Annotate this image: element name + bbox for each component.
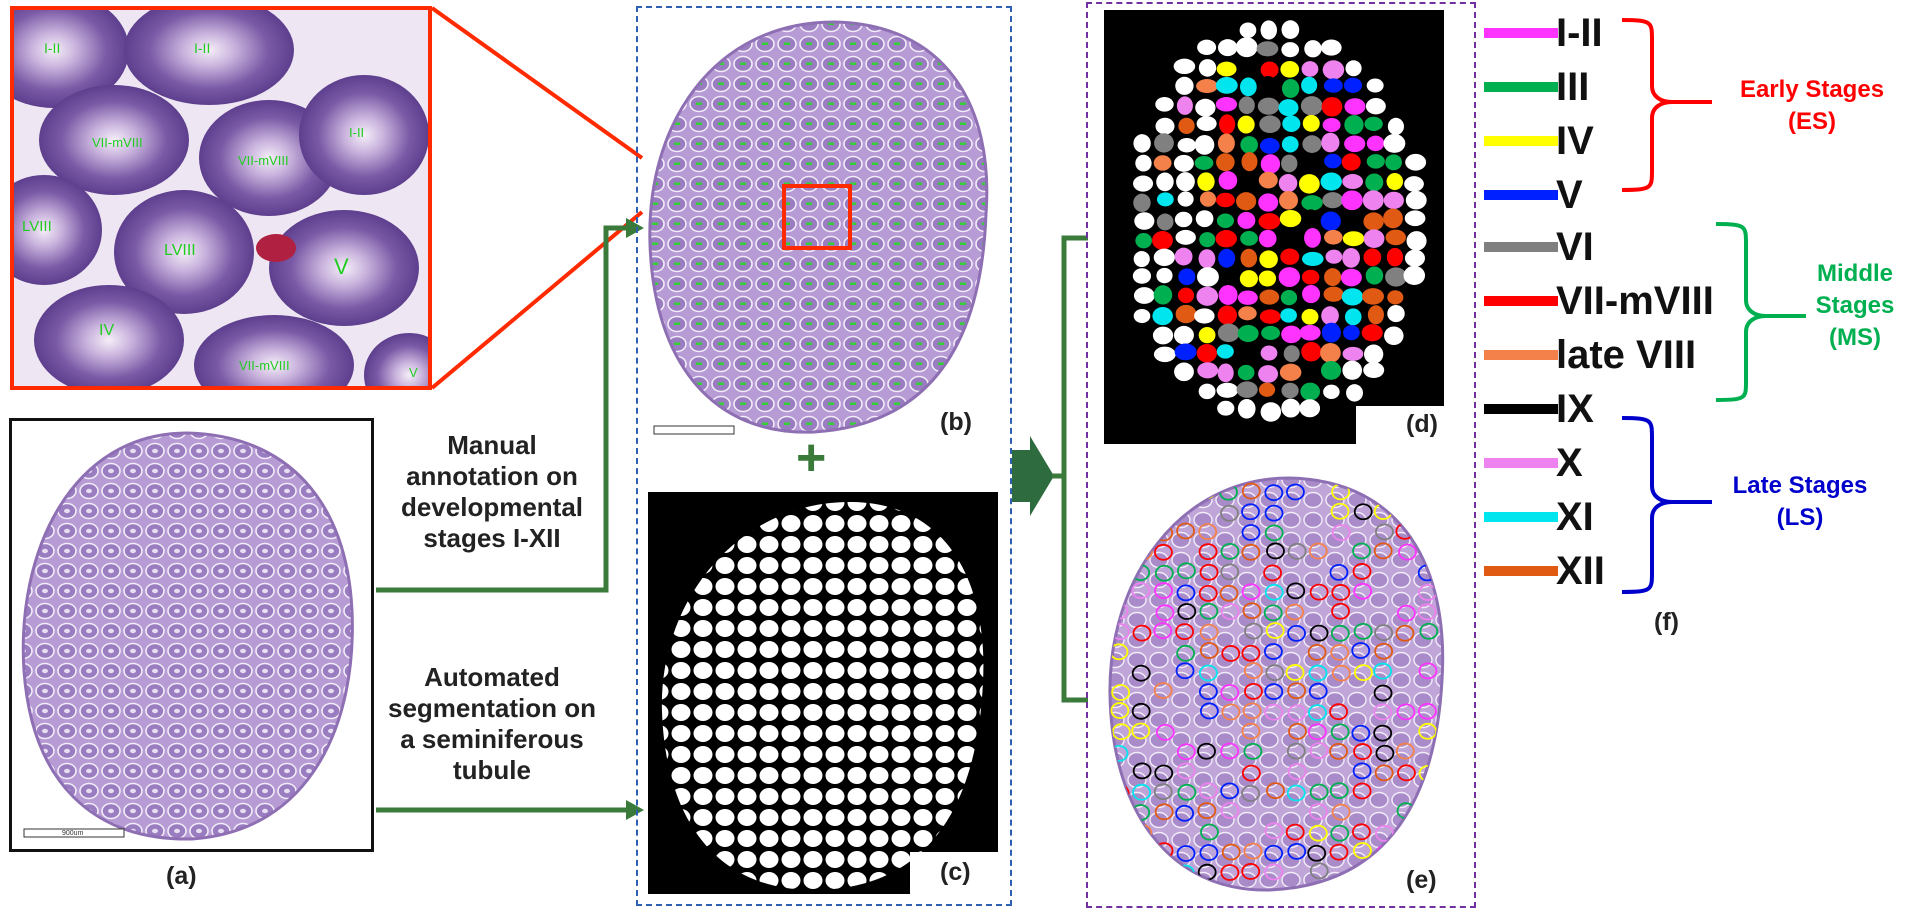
panel-e-overlay-slide	[1104, 470, 1462, 898]
middle-stages-label: Middle Stages (MS)	[1815, 260, 1895, 351]
legend-swatch	[1484, 136, 1558, 146]
legend-label: III	[1556, 65, 1590, 109]
panel-a-tissue-image	[21, 431, 354, 841]
legend-label: XI	[1556, 495, 1594, 539]
zoom-label-9: IV	[99, 322, 115, 339]
legend-label: IX	[1556, 387, 1594, 431]
legend-label: late VIII	[1556, 333, 1697, 377]
legend-label: X	[1556, 441, 1583, 485]
zoom-label-6: LVIII	[22, 218, 52, 235]
panel-label-d: (d)	[1406, 410, 1438, 438]
panel-c-segmentation-mask	[648, 492, 998, 894]
late-stages-label: Late Stages (LS)	[1732, 472, 1868, 531]
legend-label: XII	[1556, 549, 1605, 593]
input-box-dashed	[636, 6, 1012, 906]
manual-annotation-text: Manual annotation on developmental stage…	[400, 430, 584, 553]
panel-label-e: (e)	[1406, 866, 1437, 894]
legend-swatch	[1484, 28, 1558, 38]
zoom-inset-frame: I-II I-II VII-mVIII VII-mVIII I-II LVIII…	[10, 6, 432, 390]
legend-label: VI	[1556, 225, 1594, 269]
panel-b-annotated-slide	[644, 14, 1006, 444]
panel-d-stage-map	[1104, 10, 1444, 444]
legend-swatch	[1484, 190, 1558, 200]
legend-swatch	[1484, 350, 1558, 360]
panel-a-frame: 900um	[9, 418, 374, 852]
zoom-label-8: V	[334, 254, 349, 279]
legend-swatch	[1484, 566, 1558, 576]
panel-label-c: (c)	[940, 858, 971, 886]
legend-swatch	[1484, 404, 1558, 414]
legend-label: V	[1556, 173, 1583, 217]
early-stages-label: Early Stages (ES)	[1739, 76, 1885, 135]
zoom-label-10: VII-mVIII	[239, 358, 290, 373]
zoom-label-4: VII-mVIII	[238, 153, 289, 168]
automated-segmentation-text: Automated segmentation on a seminiferous…	[387, 662, 596, 785]
legend-swatch	[1484, 458, 1558, 468]
zoom-label-1: I-II	[44, 40, 61, 56]
zoom-label-2: I-II	[194, 40, 211, 56]
zoom-label-7: LVIII	[164, 242, 196, 259]
legend-swatch	[1484, 242, 1558, 252]
legend-swatch	[1484, 82, 1558, 92]
zoom-label-5: I-II	[349, 125, 365, 140]
legend-swatch	[1484, 512, 1558, 522]
panel-label-b: (b)	[940, 408, 972, 436]
legend-label: VII-mVIII	[1556, 279, 1714, 323]
plus-sign: +	[796, 429, 827, 487]
zoom-label-3: VII-mVIII	[92, 135, 143, 150]
panel-label-f: (f)	[1654, 608, 1679, 636]
output-box-dashed	[1086, 2, 1476, 908]
scale-bar-label-a: 900um	[62, 830, 84, 837]
legend-swatch	[1484, 296, 1558, 306]
legend-label: I-II	[1556, 11, 1603, 55]
zoom-label-11: V	[409, 365, 418, 380]
legend-label: IV	[1556, 119, 1594, 163]
zoom-inset-tubules-image	[14, 10, 428, 386]
panel-label-a: (a)	[166, 862, 197, 890]
